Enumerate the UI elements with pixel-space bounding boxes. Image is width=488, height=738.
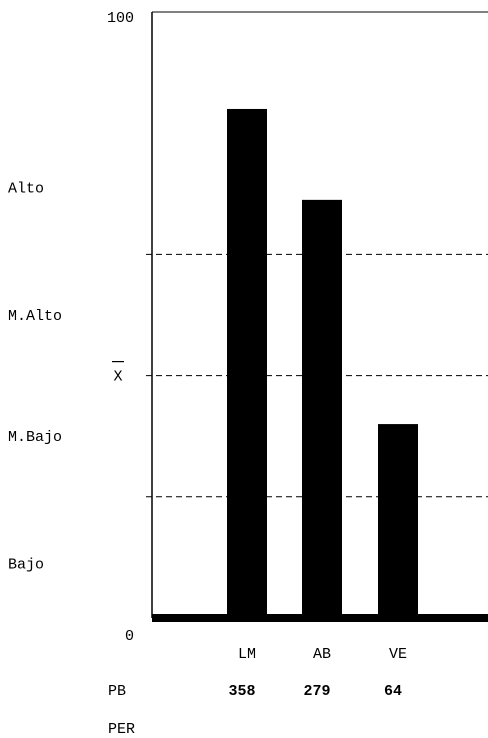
y-tick-100: 100: [107, 10, 134, 27]
category-label-VE: VE: [389, 646, 407, 663]
category-label-AB: AB: [313, 646, 331, 663]
y-tick-0: 0: [125, 628, 134, 645]
labels: X LM AB VE 100 0 Alto M.Alto M.Bajo Bajo PB 358 279 6…: [8, 10, 407, 738]
bars: [227, 108, 418, 619]
band-label-1: M.Alto: [8, 308, 62, 325]
row-value-PB-AB: 279: [303, 683, 330, 700]
row-value-PB-VE: 64: [384, 683, 402, 700]
band-label-0: Alto: [8, 181, 44, 198]
category-label-LM: LM: [238, 646, 256, 663]
bar-LM: [227, 108, 267, 619]
bar-AB: [302, 199, 342, 619]
band-label-2: M.Bajo: [8, 429, 62, 446]
bar-VE: [378, 424, 418, 618]
row-label-PB: PB: [108, 683, 126, 700]
axes: [151, 11, 488, 622]
row-value-PB-LM: 358: [228, 683, 255, 700]
band-label-3: Bajo: [8, 556, 44, 573]
x-axis-baseline: [152, 614, 488, 622]
row-label-PER: PER: [108, 721, 135, 738]
mean-label: X: [113, 369, 122, 386]
